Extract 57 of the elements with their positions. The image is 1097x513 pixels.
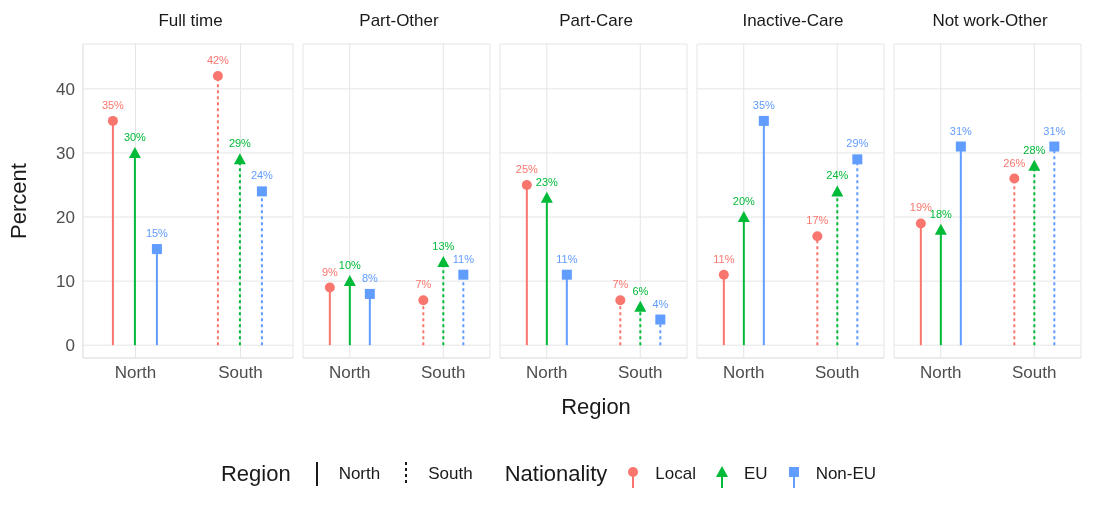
chart-title: Full time: [157, 10, 224, 32]
y-tick-label: 30: [56, 143, 75, 163]
data-label: 20%: [732, 195, 756, 208]
data-label: 10%: [338, 259, 362, 272]
data-label: 42%: [206, 54, 230, 67]
data-label: 31%: [949, 124, 973, 137]
data-label: 24%: [250, 169, 274, 182]
data-label: 25%: [515, 162, 539, 175]
chart-title: Not work-Other: [931, 10, 1049, 32]
category-label: South: [428, 464, 473, 483]
y-tick-label: 20: [56, 208, 75, 228]
y-tick-label: 0: [65, 336, 75, 356]
x-tick-label: South: [618, 363, 663, 383]
chart-title: Part-Other: [358, 10, 440, 32]
data-label: 28%: [1023, 143, 1046, 156]
data-label: 30%: [123, 130, 147, 143]
data-label: 29%: [846, 137, 869, 150]
data-label: 6%: [632, 284, 649, 297]
x-tick-label: South: [815, 363, 860, 383]
data-label: 4%: [652, 297, 669, 310]
data-label: 31%: [1043, 124, 1066, 137]
chart-title: Part-Care: [558, 10, 634, 32]
y-tick-label: 10: [56, 272, 75, 292]
x-tick-label: South: [421, 363, 466, 383]
data-label: 7%: [415, 278, 432, 291]
chart-title: Inactive-Care: [741, 10, 845, 32]
y-axis-title: Percent: [5, 163, 31, 239]
x-tick-label: North: [525, 363, 568, 383]
data-label: 35%: [752, 98, 776, 111]
data-label: 13%: [432, 239, 455, 252]
data-label: 26%: [1003, 156, 1026, 169]
y-tick-label: 40: [56, 79, 75, 99]
data-label: 17%: [806, 214, 829, 227]
legend-label: Non-EU: [815, 464, 877, 484]
data-label: 9%: [321, 265, 338, 278]
data-label: 7%: [612, 278, 629, 291]
x-tick-label: North: [722, 363, 765, 383]
data-label: 11%: [556, 252, 578, 265]
x-tick-label: South: [1012, 363, 1057, 383]
data-label: 11%: [713, 252, 735, 265]
data-label: 29%: [228, 137, 252, 150]
x-tick-label: North: [328, 363, 371, 383]
data-label: 35%: [101, 98, 125, 111]
data-label: 24%: [826, 169, 849, 182]
legend-label: EU: [744, 464, 768, 484]
data-label: 23%: [535, 175, 559, 188]
text: Region: [220, 461, 291, 486]
data-label: 8%: [361, 271, 378, 284]
x-tick-label: North: [114, 363, 157, 383]
x-axis-title: Region: [560, 394, 632, 421]
legend-label: Local: [655, 464, 696, 484]
x-tick-label: North: [919, 363, 962, 383]
text: Nationality: [504, 461, 608, 486]
data-label: 15%: [145, 227, 169, 240]
x-tick-label: South: [218, 363, 263, 383]
data-label: 11%: [452, 252, 475, 265]
category-label: North: [338, 464, 381, 483]
